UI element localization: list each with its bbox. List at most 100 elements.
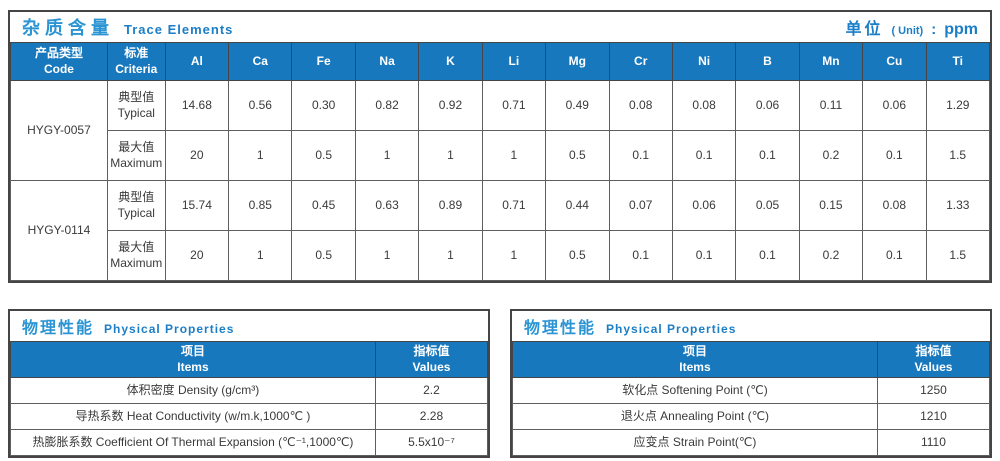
value-cell: 0.1 — [862, 130, 927, 181]
value-cell: 0.85 — [228, 180, 293, 231]
unit-label-zh: 单位 — [845, 21, 884, 38]
value-cell: 0.71 — [481, 80, 547, 131]
table-row: HYGY-0057 典型值 Typical 14.68 0.56 0.30 0.… — [10, 80, 991, 181]
value-cell: 0.07 — [608, 180, 673, 231]
table-row: 退火点 Annealing Point (℃) 1210 — [512, 403, 991, 431]
section-title-zh: 物理性能 — [524, 320, 597, 337]
value-cell: 0.49 — [545, 80, 610, 131]
value-cell: 0.06 — [862, 80, 927, 131]
value-cell: 0.44 — [545, 180, 610, 231]
physical-properties-section-left: 物理性能 Physical Properties 项目 Items 指标值 Va… — [8, 309, 490, 459]
value-cell: 0.89 — [418, 180, 483, 231]
section-title-en: Physical Properties — [606, 322, 737, 336]
property-item-cell: 应变点 Strain Point(℃) — [512, 429, 878, 457]
trace-elements-header: 杂质含量 Trace Elements 单位 ( Unit) : ppm — [10, 12, 990, 42]
column-header-values: 指标值 Values — [876, 340, 991, 379]
criteria-type-cell: 最大值 Maximum — [106, 230, 166, 281]
value-cell: 1 — [481, 230, 547, 281]
table-row: 软化点 Softening Point (℃) 1250 — [512, 377, 991, 405]
value-cell: 1 — [418, 130, 483, 181]
value-cell: 0.1 — [671, 230, 737, 281]
value-cell: 0.56 — [228, 80, 293, 131]
value-cell: 20 — [164, 230, 230, 281]
column-header-values-en: Values — [914, 359, 953, 374]
value-cell: 1.5 — [925, 130, 991, 181]
value-cell: 0.82 — [354, 80, 420, 131]
value-cell: 0.92 — [418, 80, 483, 131]
criteria-type-zh: 典型值 — [118, 189, 155, 204]
criteria-type-zh: 典型值 — [118, 89, 155, 104]
value-cell: 0.5 — [291, 130, 356, 181]
table-row: 最大值 Maximum 20 1 0.5 1 1 1 0.5 0.1 0.1 0… — [11, 130, 991, 181]
criteria-type-zh: 最大值 — [118, 239, 155, 254]
value-cell: 0.1 — [608, 130, 673, 181]
trace-elements-section: 杂质含量 Trace Elements 单位 ( Unit) : ppm 产品类… — [8, 10, 992, 283]
column-header-items-zh: 项目 — [180, 344, 205, 358]
property-value-cell: 2.2 — [374, 377, 489, 405]
value-cell: 0.06 — [735, 80, 800, 131]
value-cell: 0.2 — [798, 230, 864, 281]
property-item-cell: 体积密度 Density (g/cm³) — [10, 377, 376, 405]
trace-elements-title: 杂质含量 Trace Elements — [22, 14, 233, 40]
criteria-type-en: Typical — [117, 105, 155, 120]
value-cell: 0.71 — [481, 180, 547, 231]
value-cell: 1 — [228, 230, 293, 281]
value-cell: 0.63 — [354, 180, 420, 231]
column-header-element-Fe: Fe — [291, 42, 356, 81]
criteria-type-cell: 典型值 Typical — [106, 80, 166, 131]
physical-properties-title: 物理性能 Physical Properties — [524, 314, 736, 338]
unit-label-paren: ( Unit) — [891, 25, 924, 37]
table-row: 导热系数 Heat Conductivity (w/m.k,1000℃ ) 2.… — [10, 403, 489, 431]
physical-properties-title: 物理性能 Physical Properties — [22, 314, 234, 338]
value-cell: 1.29 — [925, 80, 991, 131]
unit-label: 单位 ( Unit) : ppm — [845, 15, 978, 39]
trace-header-row: 产品类型 Code 标准 Criteria Al Ca Fe Na K Li M… — [10, 42, 991, 81]
value-cell: 0.30 — [291, 80, 356, 131]
property-item-cell: 退火点 Annealing Point (℃) — [512, 403, 878, 431]
value-cell: 0.15 — [798, 180, 864, 231]
value-cell: 0.5 — [545, 230, 610, 281]
column-header-element-Mg: Mg — [545, 42, 610, 81]
value-cell: 0.1 — [735, 230, 800, 281]
property-value-cell: 5.5x10⁻⁷ — [374, 429, 489, 457]
product-code-cell: HYGY-0114 — [10, 180, 108, 281]
column-header-criteria: 标准 Criteria — [106, 42, 166, 81]
physical-properties-table: 项目 Items 指标值 Values 体积密度 Density (g/cm³)… — [10, 340, 489, 457]
value-cell: 0.2 — [798, 130, 864, 181]
value-cell: 0.5 — [291, 230, 356, 281]
criteria-type-zh: 最大值 — [118, 139, 155, 154]
table-row: 热膨胀系数 Coefficient Of Thermal Expansion (… — [10, 429, 489, 457]
value-cell: 0.08 — [608, 80, 673, 131]
value-cell: 0.1 — [862, 230, 927, 281]
column-header-element-Ti: Ti — [925, 42, 991, 81]
column-header-element-Na: Na — [354, 42, 420, 81]
physical-properties-header: 物理性能 Physical Properties — [512, 311, 990, 341]
table-row: 应变点 Strain Point(℃) 1110 — [512, 429, 991, 457]
table-row: HYGY-0114 典型值 Typical 15.74 0.85 0.45 0.… — [10, 180, 991, 281]
section-title-en: Physical Properties — [104, 322, 235, 336]
column-header-criteria-en: Criteria — [115, 61, 158, 76]
product-code-cell: HYGY-0057 — [10, 80, 108, 181]
column-header-values-en: Values — [412, 359, 451, 374]
physical-properties-header: 物理性能 Physical Properties — [10, 311, 488, 341]
column-header-element-Cr: Cr — [608, 42, 673, 81]
property-value-cell: 1110 — [876, 429, 991, 457]
value-cell: 1 — [228, 130, 293, 181]
value-cell: 0.08 — [671, 80, 737, 131]
column-header-code-zh: 产品类型 — [34, 45, 83, 60]
section-title-zh: 杂质含量 — [22, 18, 114, 38]
value-cell: 0.1 — [671, 130, 737, 181]
value-cell: 0.11 — [798, 80, 864, 131]
value-cell: 0.5 — [545, 130, 610, 181]
column-header-items-zh: 项目 — [682, 344, 707, 358]
value-cell: 0.45 — [291, 180, 356, 231]
unit-colon: : — [931, 21, 937, 38]
criteria-type-cell: 典型值 Typical — [106, 180, 166, 231]
property-item-cell: 导热系数 Heat Conductivity (w/m.k,1000℃ ) — [10, 403, 376, 431]
column-header-element-Mn: Mn — [798, 42, 864, 81]
column-header-code-en: Code — [43, 61, 74, 76]
value-cell: 1.5 — [925, 230, 991, 281]
value-cell: 0.06 — [671, 180, 737, 231]
column-header-items-en: Items — [177, 359, 209, 374]
property-value-cell: 1210 — [876, 403, 991, 431]
